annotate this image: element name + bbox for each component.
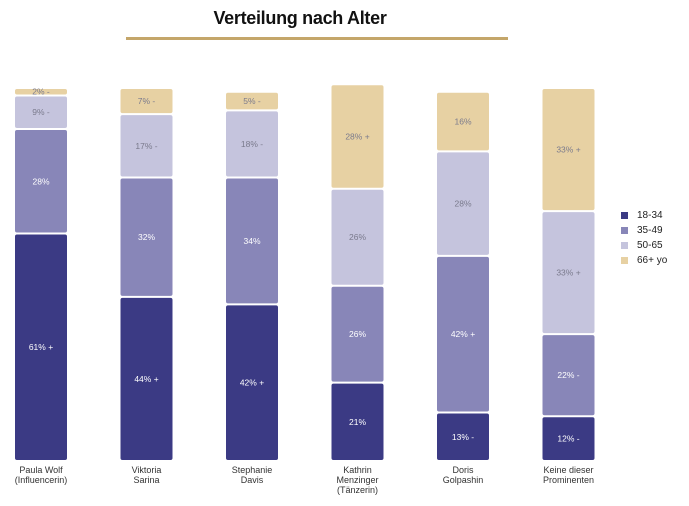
legend: 18-34 35-49 50-65 66+ yo: [621, 208, 667, 268]
category-label: Kathrin Menzinger (Tänzerin): [336, 465, 378, 495]
legend-swatch: [621, 242, 628, 249]
category-label: Doris Golpashin: [443, 465, 484, 485]
legend-item: 18-34: [621, 208, 667, 223]
bar-segment-66-yo: [226, 92, 278, 110]
data-label: 61% +: [29, 342, 53, 352]
data-label: 26%: [349, 232, 366, 242]
data-label: 28% +: [345, 131, 369, 141]
category-label: Stephanie Davis: [232, 465, 273, 485]
data-label: 18% -: [241, 139, 263, 149]
data-label: 28%: [454, 199, 471, 209]
bar-segment-50-65: [15, 96, 67, 129]
bar-segment-35-49: [331, 286, 384, 382]
data-label: 9% -: [32, 107, 50, 117]
data-label: 22% -: [557, 370, 579, 380]
chart-title: Verteilung nach Alter: [213, 8, 387, 28]
data-label: 42% +: [240, 378, 264, 388]
data-label: 33% +: [556, 268, 580, 278]
bar-segment-50-65: [437, 152, 489, 255]
bar-segment-66-yo: [331, 85, 384, 188]
legend-swatch: [621, 227, 628, 234]
data-label: 12% -: [557, 434, 579, 444]
data-label: 16%: [454, 117, 471, 127]
bar-segment-66-yo: [542, 89, 595, 211]
data-label: 33% +: [556, 145, 580, 155]
legend-swatch: [621, 257, 628, 264]
bar-segment-50-65: [120, 115, 173, 177]
legend-item: 35-49: [621, 223, 667, 238]
bar-segment-35-49: [542, 335, 595, 416]
data-label: 32%: [138, 232, 155, 242]
bar-segment-35-49: [437, 256, 489, 412]
bar-segment-35-49: [226, 178, 278, 304]
data-label: 26%: [349, 329, 366, 339]
data-label: 5% -: [243, 96, 261, 106]
data-label: 34%: [243, 236, 260, 246]
legend-label: 35-49: [637, 225, 663, 236]
bar-segment-18-34: [331, 383, 384, 460]
bar-segment-50-65: [331, 189, 384, 285]
category-label: Keine dieser Prominenten: [543, 465, 594, 485]
legend-item: 50-65: [621, 238, 667, 253]
legend-swatch: [621, 212, 628, 219]
data-label: 13% -: [452, 432, 474, 442]
data-label: 2% -: [32, 87, 50, 97]
bar-segment-35-49: [120, 178, 173, 296]
bar-segment-50-65: [542, 212, 595, 334]
category-label: Paula Wolf (Influencerin): [15, 465, 68, 485]
legend-item: 66+ yo: [621, 253, 667, 268]
bar-segment-18-34: [120, 297, 173, 460]
data-label: 28%: [32, 176, 49, 186]
data-label: 44% +: [134, 374, 158, 384]
legend-label: 18-34: [637, 210, 663, 221]
bar-segment-66-yo: [15, 89, 67, 95]
data-label: 17% -: [135, 141, 157, 151]
legend-label: 50-65: [637, 240, 663, 251]
legend-label: 66+ yo: [637, 255, 668, 266]
bar-segment-18-34: [226, 305, 278, 460]
bar-segment-66-yo: [120, 89, 173, 114]
data-label: 21%: [349, 417, 366, 427]
category-label: Viktoria Sarina: [132, 465, 162, 485]
bar-segment-18-34: [437, 413, 489, 460]
bar-segment-18-34: [15, 234, 67, 460]
bar-segment-18-34: [542, 417, 595, 460]
data-label: 7% -: [138, 96, 156, 106]
data-label: 42% +: [451, 329, 475, 339]
title-underline: [126, 37, 508, 40]
bar-segment-50-65: [226, 111, 278, 177]
bar-segment-66-yo: [437, 92, 489, 151]
bar-segment-35-49: [15, 130, 67, 233]
